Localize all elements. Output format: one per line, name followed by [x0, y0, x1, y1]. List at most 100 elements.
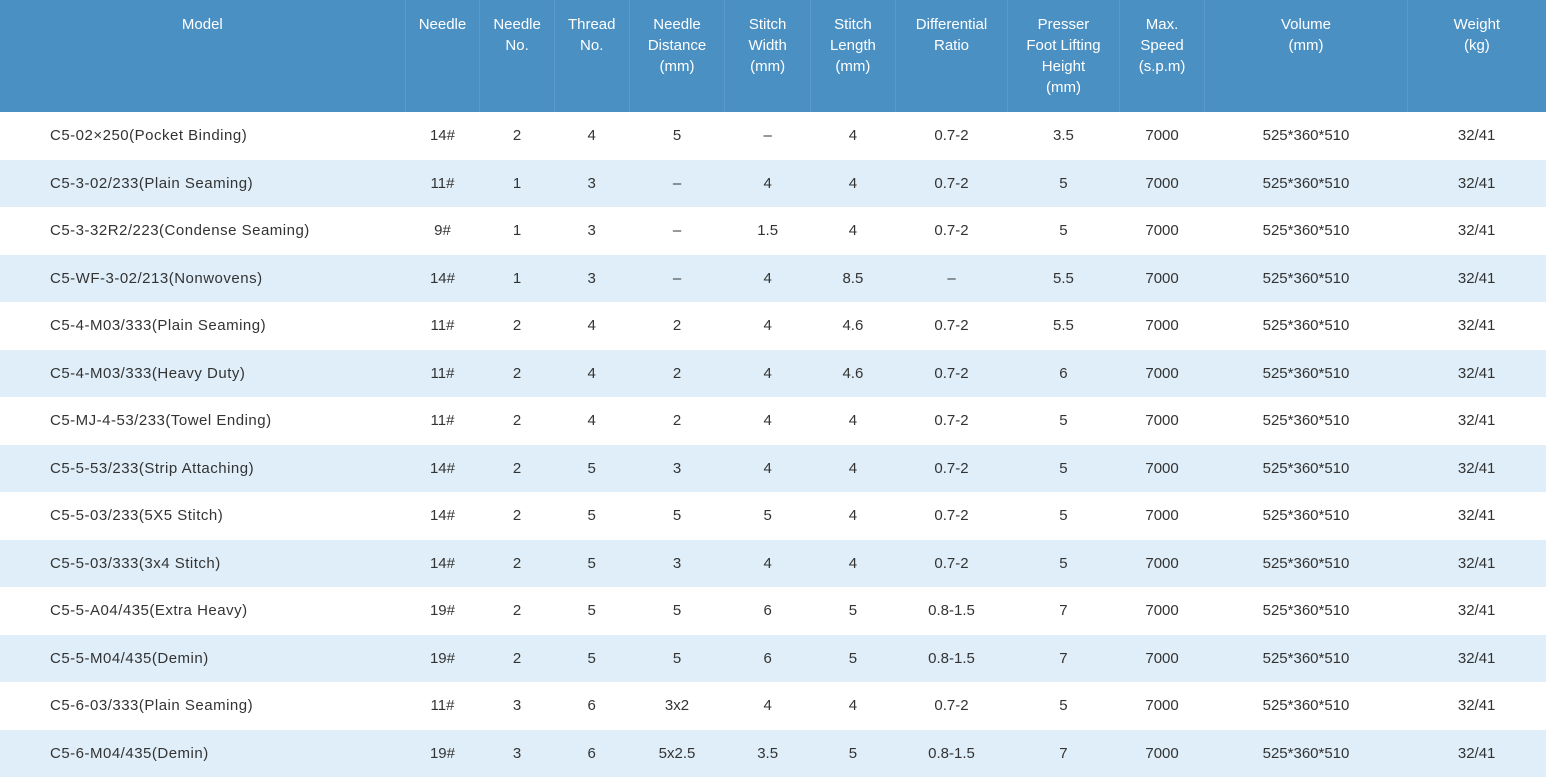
cell-model: C5-3-02/233(Plain Seaming) [0, 160, 405, 208]
cell-diff_ratio: 0.7-2 [896, 492, 1008, 540]
cell-volume: 525*360*510 [1205, 445, 1408, 493]
cell-volume: 525*360*510 [1205, 540, 1408, 588]
cell-needle: 11# [405, 350, 480, 398]
cell-stitch_l: 4 [810, 492, 895, 540]
table-row: C5-MJ-4-53/233(Towel Ending)11#242440.7-… [0, 397, 1546, 445]
table-row: C5-5-M04/435(Demin)19#255650.8-1.5770005… [0, 635, 1546, 683]
cell-needle_no: 2 [480, 635, 555, 683]
cell-presser: 7 [1007, 730, 1119, 777]
cell-weight: 32/41 [1407, 207, 1546, 255]
cell-diff_ratio: 0.7-2 [896, 207, 1008, 255]
cell-weight: 32/41 [1407, 730, 1546, 777]
cell-stitch_l: 4 [810, 160, 895, 208]
cell-weight: 32/41 [1407, 397, 1546, 445]
cell-speed: 7000 [1119, 445, 1204, 493]
cell-presser: 7 [1007, 587, 1119, 635]
cell-needle: 11# [405, 397, 480, 445]
cell-speed: 7000 [1119, 682, 1204, 730]
cell-model: C5-5-A04/435(Extra Heavy) [0, 587, 405, 635]
cell-needle_dist: – [629, 160, 725, 208]
cell-volume: 525*360*510 [1205, 255, 1408, 303]
cell-needle: 11# [405, 302, 480, 350]
cell-speed: 7000 [1119, 730, 1204, 777]
col-header-stitch_w: StitchWidth(mm) [725, 0, 810, 112]
cell-thread_no: 5 [554, 492, 629, 540]
cell-thread_no: 4 [554, 397, 629, 445]
cell-model: C5-MJ-4-53/233(Towel Ending) [0, 397, 405, 445]
col-header-volume: Volume(mm) [1205, 0, 1408, 112]
cell-model: C5-3-32R2/223(Condense Seaming) [0, 207, 405, 255]
col-header-speed: Max.Speed(s.p.m) [1119, 0, 1204, 112]
cell-presser: 5 [1007, 397, 1119, 445]
cell-volume: 525*360*510 [1205, 682, 1408, 730]
cell-diff_ratio: 0.7-2 [896, 350, 1008, 398]
cell-weight: 32/41 [1407, 587, 1546, 635]
cell-stitch_w: 4 [725, 350, 810, 398]
cell-diff_ratio: 0.7-2 [896, 112, 1008, 160]
cell-presser: 5.5 [1007, 302, 1119, 350]
col-header-model: Model [0, 0, 405, 112]
cell-needle: 14# [405, 112, 480, 160]
cell-model: C5-5-03/333(3x4 Stitch) [0, 540, 405, 588]
table-row: C5-02×250(Pocket Binding)14#245–40.7-23.… [0, 112, 1546, 160]
cell-needle_no: 1 [480, 207, 555, 255]
cell-thread_no: 4 [554, 302, 629, 350]
cell-model: C5-5-53/233(Strip Attaching) [0, 445, 405, 493]
cell-stitch_l: 5 [810, 635, 895, 683]
cell-thread_no: 5 [554, 587, 629, 635]
cell-stitch_l: 5 [810, 587, 895, 635]
cell-model: C5-4-M03/333(Heavy Duty) [0, 350, 405, 398]
cell-volume: 525*360*510 [1205, 302, 1408, 350]
cell-presser: 5.5 [1007, 255, 1119, 303]
table-row: C5-6-M04/435(Demin)19#365x2.53.550.8-1.5… [0, 730, 1546, 777]
cell-stitch_w: 4 [725, 160, 810, 208]
cell-volume: 525*360*510 [1205, 635, 1408, 683]
cell-stitch_l: 8.5 [810, 255, 895, 303]
cell-weight: 32/41 [1407, 160, 1546, 208]
cell-stitch_l: 5 [810, 730, 895, 777]
cell-speed: 7000 [1119, 397, 1204, 445]
cell-speed: 7000 [1119, 112, 1204, 160]
cell-stitch_w: – [725, 112, 810, 160]
cell-stitch_l: 4 [810, 207, 895, 255]
cell-thread_no: 3 [554, 160, 629, 208]
cell-needle_no: 2 [480, 350, 555, 398]
cell-weight: 32/41 [1407, 492, 1546, 540]
cell-stitch_l: 4 [810, 445, 895, 493]
cell-needle_dist: 3 [629, 540, 725, 588]
cell-presser: 5 [1007, 445, 1119, 493]
cell-needle_no: 2 [480, 540, 555, 588]
cell-thread_no: 6 [554, 730, 629, 777]
cell-needle: 9# [405, 207, 480, 255]
cell-volume: 525*360*510 [1205, 207, 1408, 255]
cell-speed: 7000 [1119, 302, 1204, 350]
cell-stitch_l: 4.6 [810, 302, 895, 350]
cell-presser: 6 [1007, 350, 1119, 398]
cell-needle: 19# [405, 635, 480, 683]
cell-speed: 7000 [1119, 540, 1204, 588]
cell-diff_ratio: – [896, 255, 1008, 303]
cell-presser: 7 [1007, 635, 1119, 683]
cell-thread_no: 3 [554, 207, 629, 255]
cell-stitch_l: 4 [810, 682, 895, 730]
cell-needle_dist: 5 [629, 587, 725, 635]
cell-needle_dist: 5 [629, 635, 725, 683]
cell-volume: 525*360*510 [1205, 350, 1408, 398]
cell-thread_no: 5 [554, 445, 629, 493]
cell-needle_no: 2 [480, 492, 555, 540]
table-row: C5-4-M03/333(Plain Seaming)11#24244.60.7… [0, 302, 1546, 350]
cell-needle: 14# [405, 255, 480, 303]
cell-thread_no: 6 [554, 682, 629, 730]
spec-table: ModelNeedleNeedleNo.ThreadNo.NeedleDista… [0, 0, 1546, 777]
cell-diff_ratio: 0.7-2 [896, 682, 1008, 730]
cell-needle: 19# [405, 730, 480, 777]
cell-presser: 5 [1007, 682, 1119, 730]
cell-model: C5-WF-3-02/213(Nonwovens) [0, 255, 405, 303]
cell-model: C5-5-03/233(5X5 Stitch) [0, 492, 405, 540]
cell-stitch_w: 4 [725, 682, 810, 730]
cell-volume: 525*360*510 [1205, 492, 1408, 540]
cell-stitch_w: 4 [725, 302, 810, 350]
cell-needle: 19# [405, 587, 480, 635]
cell-thread_no: 3 [554, 255, 629, 303]
cell-diff_ratio: 0.7-2 [896, 540, 1008, 588]
